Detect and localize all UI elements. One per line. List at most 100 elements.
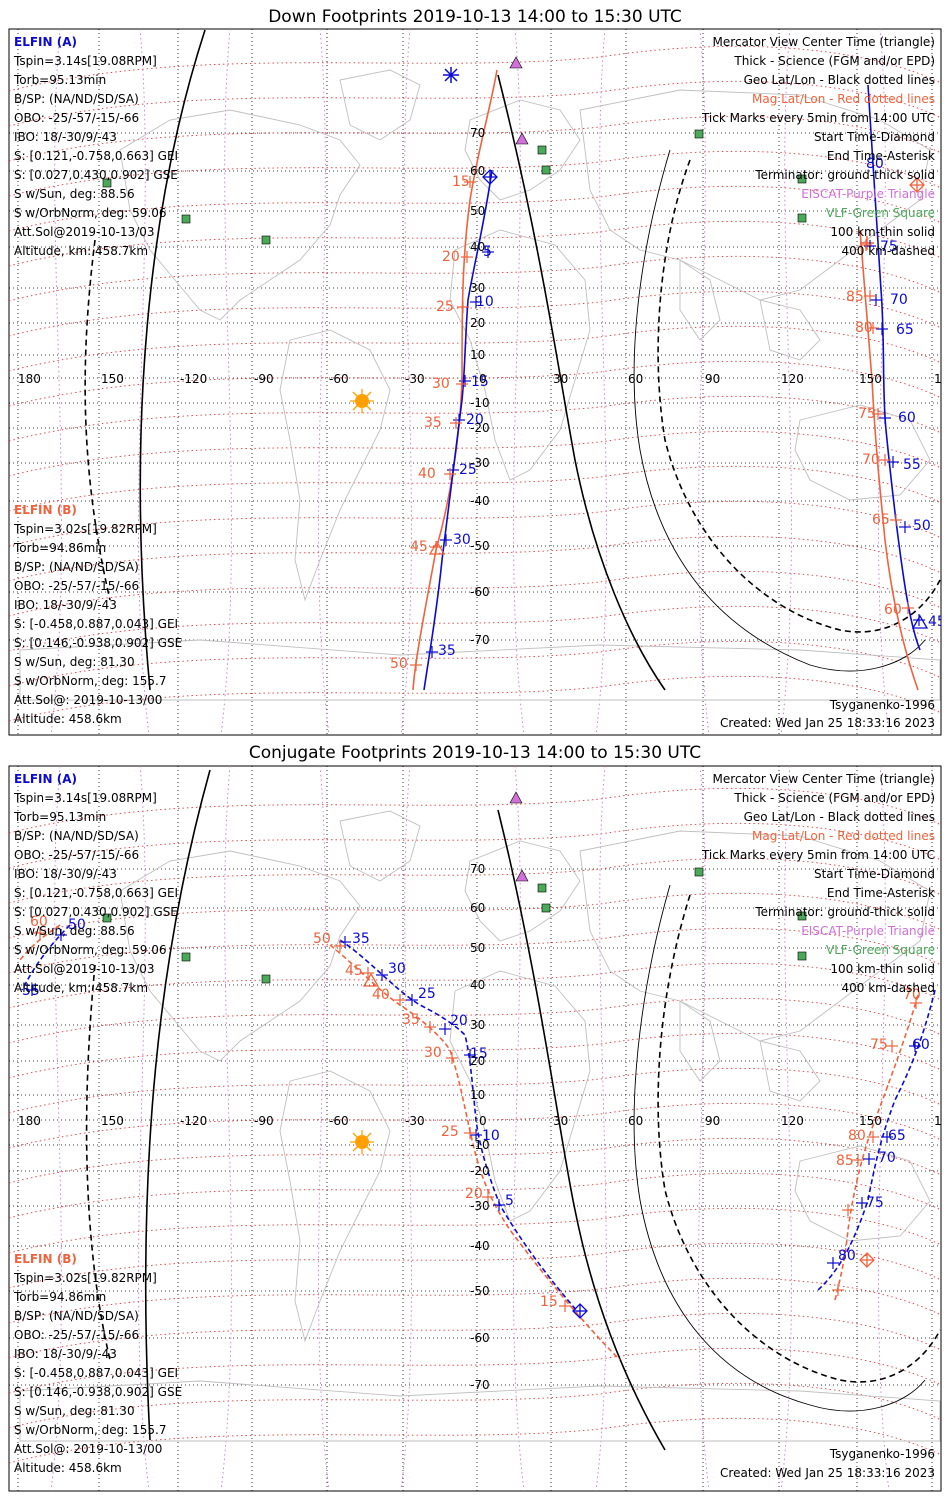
red-time-label: 65 [872, 512, 890, 528]
lat-tick-label: 60 [470, 901, 485, 915]
eiscat-purple-triangle [509, 56, 523, 69]
lat-tick-label: 50 [470, 204, 485, 218]
blue-time-label: 35 [352, 931, 370, 947]
legend: Mercator View Center Time (triangle) Thic… [701, 35, 935, 258]
terminator-400km-right [657, 159, 941, 633]
spacecraft-info-line: S: [0.027,0.430,0.902] GSE [14, 168, 178, 182]
legend: Mercator View Center Time (triangle) Thic… [701, 772, 935, 995]
lat-tick-label: 70 [470, 126, 485, 140]
spacecraft-info-line: S: [0.146,-0.938,0.902] GSE [14, 1385, 182, 1399]
eiscat-purple-triangle [509, 791, 523, 804]
lon-tick-label: 120 [781, 372, 804, 386]
blue-time-label: 75 [866, 1195, 884, 1211]
lat-tick-label: -30 [470, 456, 490, 470]
blue-time-label: 55 [22, 983, 40, 999]
end-time-asterisk-red [860, 236, 874, 250]
red-time-label: 15 [452, 174, 470, 190]
legend-entry: Thick - Science (FGM and/or EPD) [733, 791, 935, 805]
spacecraft-info-line: S: [-0.458,0.887,0.043] GEI [14, 1366, 178, 1380]
spacecraft-info-line: B/SP: (NA/ND/SD/SA) [14, 92, 139, 106]
blue-time-label: 75 [880, 239, 898, 255]
lon-tick-label: 180 [18, 372, 41, 386]
blue-time-label: 60 [898, 410, 916, 426]
spacecraft-info-line: IBO: 18/-30/9/-43 [14, 1347, 117, 1361]
lon-tick-label: -120 [180, 372, 207, 386]
spacecraft-info-line: B/SP: (NA/ND/SD/SA) [14, 560, 139, 574]
spacecraft-info-line: Altitude: 458.6km [14, 1461, 122, 1475]
track-tick-marks [26, 927, 922, 1312]
blue-time-label: 5 [483, 244, 492, 260]
lon-tick-label: 150 [859, 1114, 882, 1128]
red-time-label: 35 [402, 1012, 420, 1028]
lon-tick-label: 180 [934, 1114, 950, 1128]
lat-tick-label: -50 [470, 1284, 490, 1298]
blue-time-label: 50 [68, 917, 86, 933]
lat-tick-label: 20 [470, 316, 485, 330]
spacecraft-info-line: IBO: 18/-30/9/-43 [14, 130, 117, 144]
spacecraft-info-line: Torb=94.86min [13, 541, 106, 555]
terminator-thin [633, 149, 926, 672]
red-time-label: 85 [846, 289, 864, 305]
start-time-diamond [482, 169, 498, 185]
legend-entry: Terminator: ground-thick solid [754, 905, 935, 919]
lon-tick-label: 30 [553, 1114, 568, 1128]
lon-tick-label: 90 [705, 372, 720, 386]
spacecraft-info-line: Tspin=3.02s[19.82RPM] [13, 522, 157, 536]
legend-entry: Tick Marks every 5min from 14:00 UTC [701, 848, 935, 862]
legend-entry: Mercator View Center Time (triangle) [713, 772, 935, 786]
legend-entry: VLF-Green Square [826, 943, 935, 957]
red-time-label: 20 [442, 249, 460, 265]
lon-tick-label: -30 [405, 372, 425, 386]
red-time-label: 75 [870, 1037, 888, 1053]
created-label: Created: Wed Jan 25 18:33:16 2023 [720, 716, 935, 730]
lon-tick-label: 120 [781, 1114, 804, 1128]
legend-entry: Start Time-Diamond [814, 130, 935, 144]
created-label: Created: Wed Jan 25 18:33:16 2023 [720, 1466, 935, 1480]
red-time-label: 45 [410, 539, 428, 555]
lat-tick-label: 60 [470, 164, 485, 178]
lat-tick-label: -60 [470, 1331, 490, 1345]
lat-tick-label: 40 [470, 978, 485, 992]
vlf-green-square [541, 165, 551, 175]
red-mag-track-right [859, 229, 919, 691]
eiscat-purple-triangle [515, 869, 529, 882]
blue-time-label: 15 [471, 374, 489, 390]
terminator-400km-right [657, 894, 941, 1383]
red-time-label: 15 [540, 1294, 558, 1310]
center-time-triangle [362, 972, 380, 987]
terminator-ground-right [497, 74, 666, 691]
lat-tick-label: 10 [470, 348, 485, 362]
legend-entry: Geo Lat/Lon - Black dotted lines [744, 810, 935, 824]
spacecraft-info-line: Att.Sol@: 2019-10-13/00 [14, 693, 162, 707]
red-conjugate-track-left [19, 924, 61, 961]
spacecraft-info-line: S w/OrbNorm, deg: 59.06 [14, 943, 166, 957]
legend-entry: 100 km-thin solid [830, 962, 935, 976]
red-time-label: 45 [345, 963, 363, 979]
lon-tick-label: 60 [628, 1114, 643, 1128]
red-time-label: 25 [436, 299, 454, 315]
spacecraft-info-line: IBO: 18/-30/9/-43 [14, 598, 117, 612]
red-time-label: 60 [30, 914, 48, 930]
lon-tick-label: -120 [180, 1114, 207, 1128]
terminator-thin [633, 884, 926, 1412]
red-time-label: 70 [862, 452, 880, 468]
red-time-label: 30 [432, 376, 450, 392]
geo-grid [9, 766, 941, 1491]
blue-time-label: 10 [476, 294, 494, 310]
map-frame [8, 28, 942, 736]
start-time-diamond-red [909, 177, 925, 193]
spacecraft-info-line: Att.Sol@2019-10-13/03 [14, 225, 155, 239]
red-time-label: 50 [390, 656, 408, 672]
legend-entry: 100 km-thin solid [830, 225, 935, 239]
blue-conjugate-track-right [817, 989, 936, 1291]
blue-time-label: 80 [838, 1248, 856, 1264]
spacecraft-info-line: Torb=94.86min [13, 1290, 106, 1304]
lon-tick-label: 180 [18, 1114, 41, 1128]
lat-tick-label: 70 [470, 862, 485, 876]
red-conjugate-track [329, 944, 621, 1361]
elfin-a-info: ELFIN (A) Tspin=3.14s[19.08RPM] Torb=95.13… [13, 35, 178, 258]
spacecraft-info-line: OBO: -25/-57/-15/-66 [14, 579, 139, 593]
model-label: Tsyganenko-1996 [829, 1447, 935, 1461]
red-time-label: 80 [855, 320, 873, 336]
